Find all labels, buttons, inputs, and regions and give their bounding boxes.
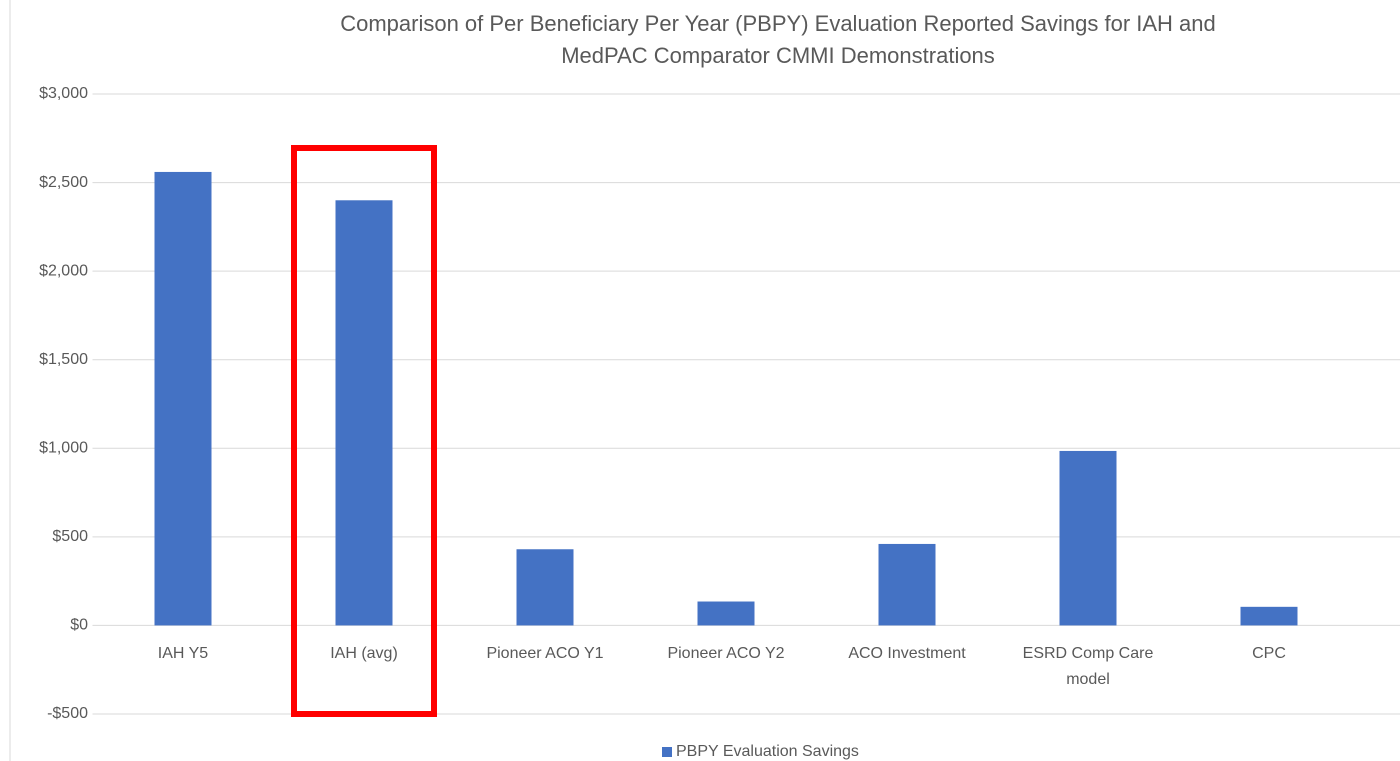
y-tick-label: -$500 (47, 705, 88, 722)
y-tick-label: $1,000 (39, 440, 88, 457)
bar (1059, 450, 1117, 626)
bar (878, 543, 936, 626)
legend-swatch (662, 747, 672, 757)
y-tick-label: $3,000 (39, 85, 88, 102)
x-tick-label: Pioneer ACO Y1 (486, 645, 603, 662)
chart-title: Comparison of Per Beneficiary Per Year (… (340, 11, 1216, 68)
x-tick-label: ESRD Comp Care model (1023, 645, 1154, 688)
highlight-box (291, 145, 437, 717)
x-tick-label: CPC (1252, 645, 1286, 662)
x-tick-label: IAH (avg) (330, 645, 398, 662)
x-tick-label: Pioneer ACO Y2 (667, 645, 784, 662)
bar (697, 601, 755, 626)
y-tick-label: $1,500 (39, 351, 88, 368)
bar (516, 549, 574, 626)
x-tick-label: ACO Investment (848, 645, 966, 662)
y-tick-label: $2,000 (39, 262, 88, 279)
x-tick-label: IAH Y5 (158, 645, 209, 662)
legend-label: PBPY Evaluation Savings (676, 743, 859, 760)
bar (154, 171, 212, 626)
y-tick-label: $2,500 (39, 174, 88, 191)
y-tick-label: $0 (70, 617, 88, 634)
y-tick-label: $500 (52, 528, 88, 545)
bar (1240, 606, 1298, 626)
bar (335, 200, 393, 626)
